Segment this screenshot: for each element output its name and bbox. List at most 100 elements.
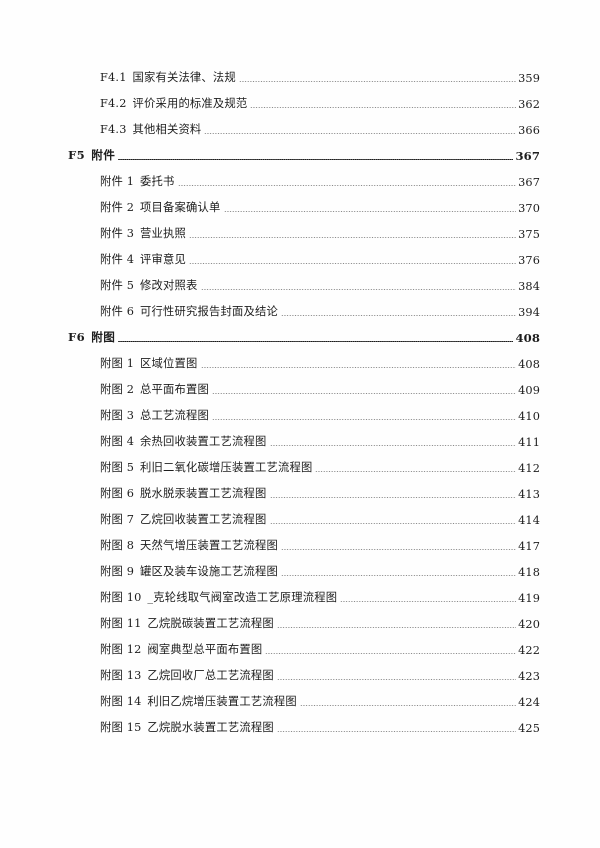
toc-dot-leader bbox=[212, 385, 517, 396]
toc-page-number: 394 bbox=[518, 306, 540, 319]
toc-page-number: 412 bbox=[518, 462, 540, 475]
toc-dot-leader bbox=[204, 125, 516, 136]
toc-entry-label: 附件 3 营业执照 bbox=[100, 227, 187, 240]
toc-page-number: 411 bbox=[518, 436, 540, 449]
toc-entry[interactable]: 附图 1 区域位置图 408 bbox=[0, 346, 600, 372]
toc-entry[interactable]: 附件 5 修改对照表 384 bbox=[0, 268, 600, 294]
toc-dot-leader bbox=[118, 333, 514, 344]
toc-dot-leader bbox=[281, 307, 517, 318]
toc-page-number: 367 bbox=[518, 176, 540, 189]
toc-entry-label: 附图 2 总平面布置图 bbox=[100, 383, 210, 396]
toc-entry-label: 附图 9 罐区及装车设施工艺流程图 bbox=[100, 565, 278, 578]
toc-entry[interactable]: 附件 4 评审意见 376 bbox=[0, 242, 600, 268]
toc-page-number: 414 bbox=[518, 514, 540, 527]
toc-page-number: 418 bbox=[518, 566, 540, 579]
toc-page-number: 359 bbox=[518, 72, 540, 85]
toc-page-number: 419 bbox=[518, 592, 540, 605]
toc-entry[interactable]: 附件 1 委托书 367 bbox=[0, 164, 600, 190]
toc-dot-leader bbox=[189, 255, 517, 266]
toc-dot-leader bbox=[118, 151, 514, 162]
toc-dot-leader bbox=[250, 99, 516, 110]
toc-dot-leader bbox=[269, 437, 517, 448]
toc-dot-leader bbox=[276, 671, 517, 682]
toc-page-number: 384 bbox=[518, 280, 540, 293]
toc-entry-label: 附图 1 区域位置图 bbox=[100, 357, 198, 370]
toc-entry-label: 附件 5 修改对照表 bbox=[100, 279, 198, 292]
toc-entry[interactable]: 附图 3 总工艺流程图 410 bbox=[0, 398, 600, 424]
toc-entry[interactable]: 附件 6 可行性研究报告封面及结论 394 bbox=[0, 294, 600, 320]
toc-dot-leader bbox=[189, 229, 517, 240]
toc-dot-leader bbox=[281, 541, 517, 552]
toc-entry[interactable]: F4.2 评价采用的标准及规范 362 bbox=[0, 86, 600, 112]
toc-dot-leader bbox=[276, 723, 517, 734]
toc-entry-label: 附图 8 天然气增压装置工艺流程图 bbox=[100, 539, 278, 552]
toc-entry[interactable]: 附图 9 罐区及装车设施工艺流程图 418 bbox=[0, 554, 600, 580]
toc-entry[interactable]: 附图 7 乙烷回收装置工艺流程图 414 bbox=[0, 502, 600, 528]
toc-entry-label: 附图 14 利旧乙烷增压装置工艺流程图 bbox=[100, 695, 297, 708]
toc-entry[interactable]: F5 附件 367 bbox=[0, 138, 600, 164]
table-of-contents-list: F4.1 国家有关法律、法规 359 F4.2 评价采用的标准及规范 362 F4.3 … bbox=[0, 60, 600, 736]
toc-page-number: 423 bbox=[518, 670, 540, 683]
toc-entry[interactable]: F4.3 其他相关资料 366 bbox=[0, 112, 600, 138]
toc-entry-label: 附件 1 委托书 bbox=[100, 175, 175, 188]
toc-entry-label: 附件 4 评审意见 bbox=[100, 253, 187, 266]
toc-page-number: 376 bbox=[518, 254, 540, 267]
toc-dot-leader bbox=[299, 697, 517, 708]
toc-page-number: 409 bbox=[518, 384, 540, 397]
toc-dot-leader bbox=[281, 567, 517, 578]
toc-entry[interactable]: 附图 2 总平面布置图 409 bbox=[0, 372, 600, 398]
toc-dot-leader bbox=[177, 177, 517, 188]
toc-entry-label: 附图 13 乙烷回收厂总工艺流程图 bbox=[100, 669, 274, 682]
toc-entry[interactable]: 附图 15 乙烷脱水装置工艺流程图 425 bbox=[0, 710, 600, 736]
toc-dot-leader bbox=[340, 593, 517, 604]
toc-dot-leader bbox=[315, 463, 516, 474]
toc-entry[interactable]: 附图 4 余热回收装置工艺流程图 411 bbox=[0, 424, 600, 450]
toc-entry-label: 附图 5 利旧二氧化碳增压装置工艺流程图 bbox=[100, 461, 313, 474]
toc-entry[interactable]: 附图 14 利旧乙烷增压装置工艺流程图 424 bbox=[0, 684, 600, 710]
toc-entry[interactable]: 附图 11 乙烷脱碳装置工艺流程图 420 bbox=[0, 606, 600, 632]
toc-entry[interactable]: 附图 5 利旧二氧化碳增压装置工艺流程图 412 bbox=[0, 450, 600, 476]
toc-entry[interactable]: 附图 13 乙烷回收厂总工艺流程图 423 bbox=[0, 658, 600, 684]
toc-entry-label: F4.1 国家有关法律、法规 bbox=[100, 71, 236, 84]
toc-entry-label: 附图 3 总工艺流程图 bbox=[100, 409, 210, 422]
toc-page-number: 367 bbox=[515, 149, 540, 163]
toc-entry-label: 附图 10 _克轮线取气阀室改造工艺原理流程图 bbox=[100, 591, 338, 604]
toc-dot-leader bbox=[200, 281, 517, 292]
toc-page-number: 424 bbox=[518, 696, 540, 709]
toc-entry-label: 附件 2 项目备案确认单 bbox=[100, 201, 221, 214]
toc-page-number: 425 bbox=[518, 722, 540, 735]
toc-dot-leader bbox=[200, 359, 517, 370]
toc-entry[interactable]: 附图 12 阀室典型总平面布置图 422 bbox=[0, 632, 600, 658]
toc-page-number: 408 bbox=[518, 358, 540, 371]
toc-entry[interactable]: 附图 8 天然气增压装置工艺流程图 417 bbox=[0, 528, 600, 554]
toc-entry[interactable]: F6 附图 408 bbox=[0, 320, 600, 346]
toc-entry[interactable]: 附件 2 项目备案确认单 370 bbox=[0, 190, 600, 216]
toc-entry-label: 附件 6 可行性研究报告封面及结论 bbox=[100, 305, 278, 318]
toc-entry-label: F5 附件 bbox=[68, 148, 116, 162]
toc-entry[interactable]: 附件 3 营业执照 375 bbox=[0, 216, 600, 242]
toc-entry-label: F4.2 评价采用的标准及规范 bbox=[100, 97, 248, 110]
toc-entry[interactable]: 附图 6 脱水脱汞装置工艺流程图 413 bbox=[0, 476, 600, 502]
toc-page-number: 410 bbox=[518, 410, 540, 423]
toc-dot-leader bbox=[269, 489, 517, 500]
toc-dot-leader bbox=[276, 619, 517, 630]
toc-entry-label: 附图 12 阀室典型总平面布置图 bbox=[100, 643, 263, 656]
toc-page-number: 362 bbox=[518, 98, 540, 111]
toc-page-number: 420 bbox=[518, 618, 540, 631]
toc-dot-leader bbox=[212, 411, 517, 422]
toc-dot-leader bbox=[269, 515, 517, 526]
toc-entry-label: 附图 15 乙烷脱水装置工艺流程图 bbox=[100, 721, 274, 734]
toc-entry-label: F6 附图 bbox=[68, 330, 116, 344]
toc-entry-label: 附图 7 乙烷回收装置工艺流程图 bbox=[100, 513, 267, 526]
toc-entry-label: 附图 11 乙烷脱碳装置工艺流程图 bbox=[100, 617, 274, 630]
toc-page-number: 413 bbox=[518, 488, 540, 501]
toc-page-number: 370 bbox=[518, 202, 540, 215]
toc-entry[interactable]: F4.1 国家有关法律、法规 359 bbox=[0, 60, 600, 86]
toc-page-number: 408 bbox=[515, 331, 540, 345]
toc-dot-leader bbox=[265, 645, 516, 656]
toc-dot-leader bbox=[223, 203, 517, 214]
toc-entry[interactable]: 附图 10 _克轮线取气阀室改造工艺原理流程图 419 bbox=[0, 580, 600, 606]
toc-page-number: 366 bbox=[518, 124, 540, 137]
toc-dot-leader bbox=[238, 73, 517, 84]
